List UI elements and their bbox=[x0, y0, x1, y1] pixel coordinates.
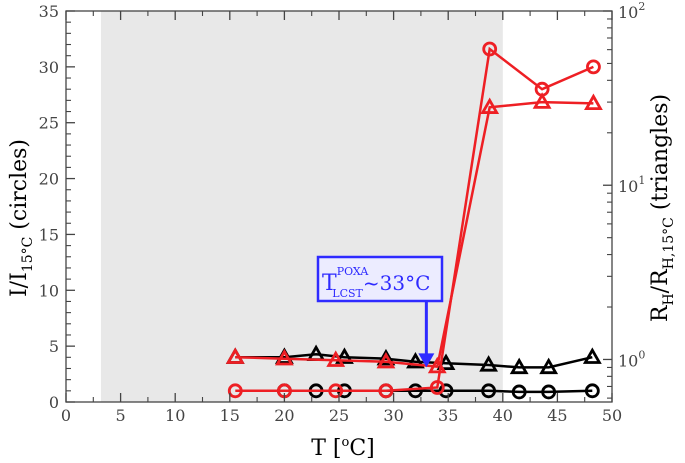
x-tick-label-6: 30 bbox=[383, 406, 403, 425]
series-1-line bbox=[235, 353, 593, 369]
y-right-tick-label-2: 102 bbox=[618, 0, 645, 22]
series-2 bbox=[227, 41, 601, 399]
series-0-point-5 bbox=[438, 383, 454, 399]
y-left-tick-label-2: 10 bbox=[39, 281, 59, 300]
x-tick-label-3: 15 bbox=[220, 406, 240, 425]
tick-layer: 0 5 10 15 20 25 30 35 40 45 50 0 5 10 15 20 25 30 35 100 101… bbox=[39, 0, 646, 425]
series-2-point-0 bbox=[227, 383, 243, 399]
series-layer bbox=[225, 41, 603, 400]
x-axis-title: T [oC] bbox=[311, 435, 375, 461]
series-1-point-9 bbox=[539, 357, 559, 375]
series-1-point-5 bbox=[406, 351, 425, 369]
series-3-point-6 bbox=[532, 92, 552, 109]
series-0-point-8 bbox=[541, 384, 557, 400]
series-3 bbox=[225, 92, 603, 374]
series-3-point-5 bbox=[480, 97, 500, 114]
y-right-tick-label-1: 101 bbox=[618, 174, 645, 196]
series-1-point-8 bbox=[509, 357, 529, 375]
series-3-line bbox=[235, 100, 594, 368]
series-2-point-2 bbox=[328, 383, 344, 399]
series-3-point-3 bbox=[376, 351, 396, 369]
y-left-axis-title: I/I15°C (circles) bbox=[7, 139, 36, 297]
x-tick-label-10: 50 bbox=[602, 406, 622, 425]
y-left-tick-label-6: 30 bbox=[39, 58, 59, 77]
y-right-tick-label-0: 100 bbox=[618, 348, 645, 370]
x-tick-label-1: 5 bbox=[116, 406, 126, 425]
series-3-point-0 bbox=[225, 347, 245, 364]
series-3-point-7 bbox=[584, 93, 603, 111]
series-1-point-10 bbox=[582, 347, 602, 364]
series-0-point-7 bbox=[511, 384, 527, 400]
series-3-point-1 bbox=[274, 348, 294, 366]
x-tick-label-4: 20 bbox=[274, 406, 294, 425]
series-3-point-2 bbox=[326, 350, 346, 367]
series-3-point-4 bbox=[427, 356, 447, 374]
annotation-box bbox=[316, 255, 444, 303]
y-left-tick-label-4: 20 bbox=[39, 170, 59, 189]
y-left-tick-label-5: 25 bbox=[39, 114, 59, 133]
series-0-point-6 bbox=[481, 383, 497, 399]
series-0-point-9 bbox=[584, 383, 600, 399]
series-2-point-4 bbox=[429, 380, 445, 395]
y-left-tick-label-7: 35 bbox=[39, 2, 59, 21]
x-tick-label-9: 45 bbox=[547, 406, 567, 425]
shaded-region bbox=[100, 11, 503, 402]
series-1-point-3 bbox=[335, 347, 354, 364]
y-left-tick-label-1: 5 bbox=[49, 337, 59, 356]
series-0-point-4 bbox=[408, 383, 423, 399]
y-right-axis-title: RH/RH,15°C (triangles) bbox=[648, 94, 677, 322]
series-2-point-7 bbox=[586, 59, 601, 75]
series-2-point-3 bbox=[378, 383, 394, 399]
series-2-line bbox=[235, 46, 594, 393]
series-1-point-4 bbox=[376, 348, 396, 366]
y-left-tick-label-3: 15 bbox=[39, 225, 59, 244]
annotation-arrow-head bbox=[418, 353, 435, 368]
series-1-point-7 bbox=[479, 355, 499, 372]
x-tick-label-5: 25 bbox=[329, 406, 349, 425]
annotation-text: TPOXA LCST~33°C bbox=[322, 265, 430, 300]
x-tick-label-7: 35 bbox=[438, 406, 458, 425]
shaded-region-layer bbox=[100, 11, 503, 402]
x-tick-label-2: 10 bbox=[165, 406, 185, 425]
y-left-tick-label-0: 0 bbox=[49, 393, 59, 412]
series-2-point-5 bbox=[482, 41, 498, 57]
x-tick-label-8: 40 bbox=[493, 406, 513, 425]
x-tick-label-0: 0 bbox=[61, 406, 71, 425]
lcst-annotation: TPOXA LCST~33°C bbox=[316, 255, 444, 368]
series-1-point-6 bbox=[436, 353, 456, 370]
